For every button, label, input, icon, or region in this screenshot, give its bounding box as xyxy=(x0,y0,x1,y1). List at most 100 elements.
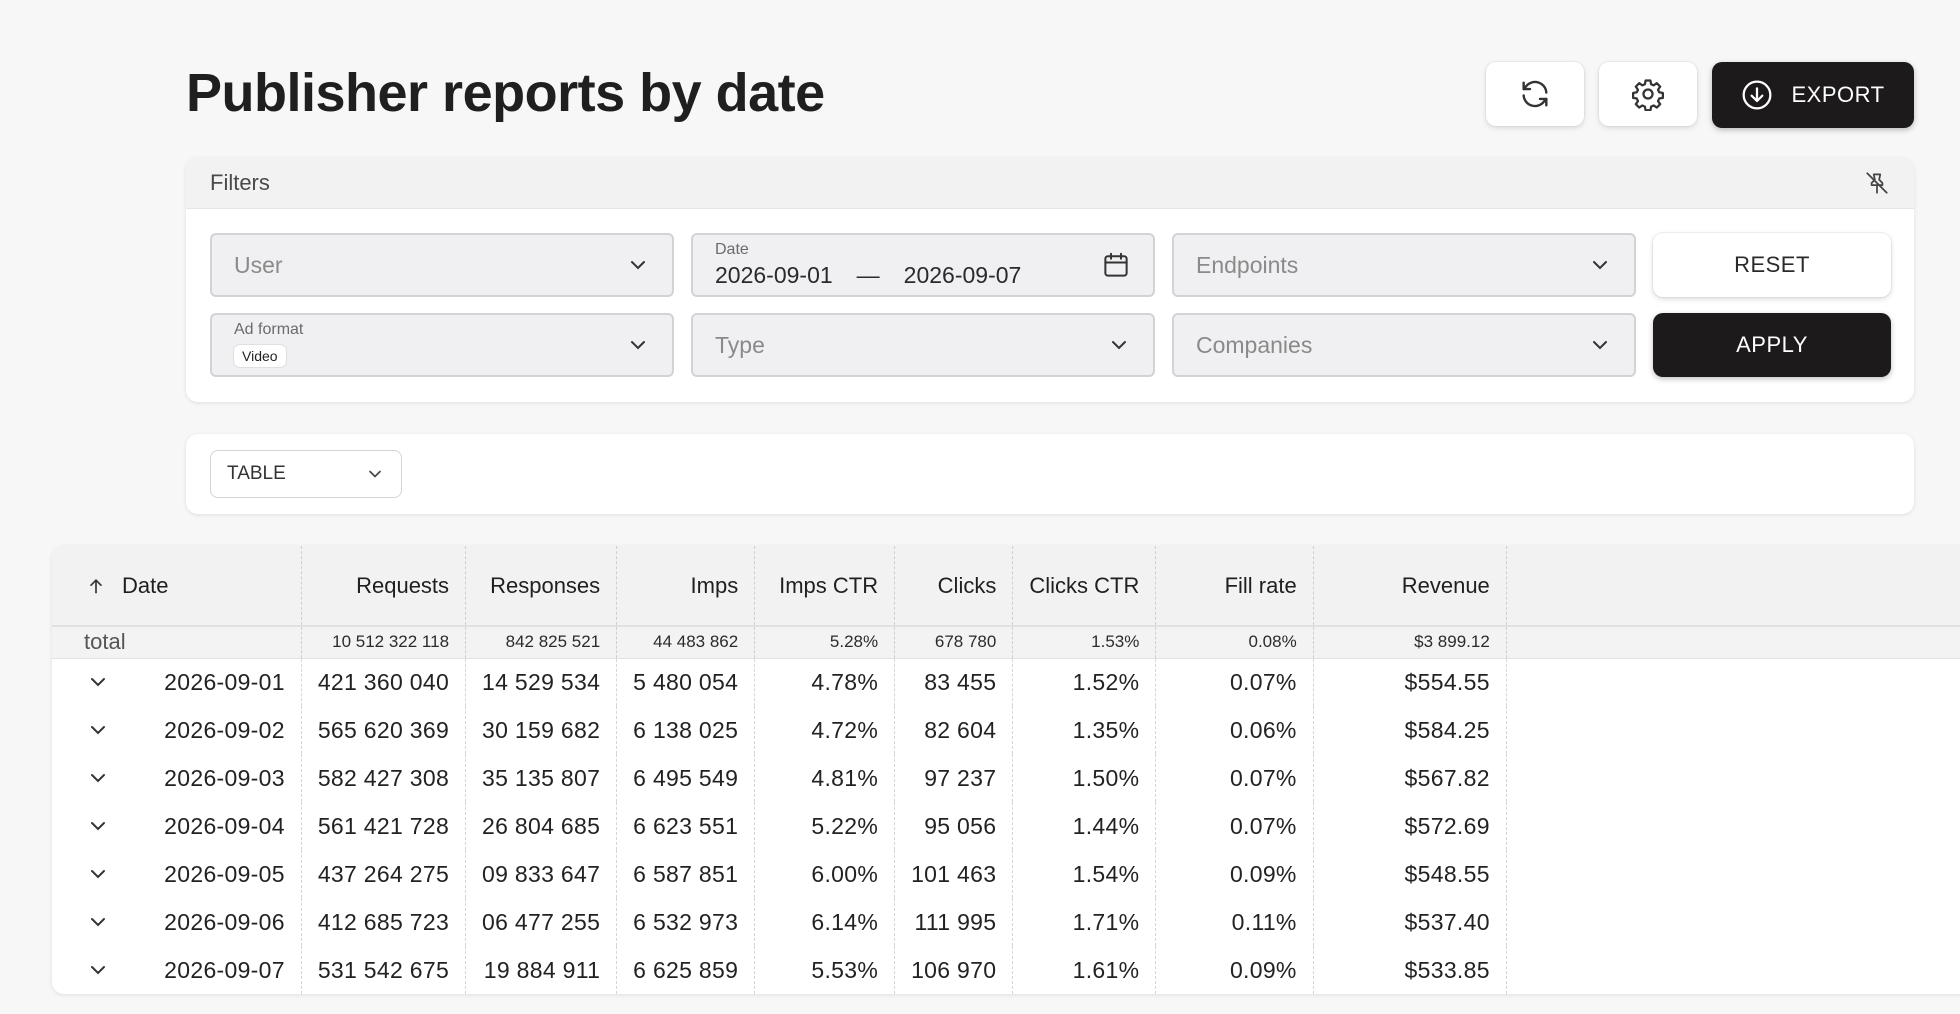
table-cell: 565 620 369 xyxy=(301,706,467,754)
row-date: 2026-09-01 xyxy=(164,668,285,695)
user-select[interactable]: User xyxy=(210,233,674,297)
table-cell: $567.82 xyxy=(1313,754,1507,802)
refresh-button[interactable] xyxy=(1486,62,1584,126)
table-row[interactable]: 2026-09-03 582 427 308 35 135 807 6 495 549… xyxy=(52,754,1960,802)
sort-asc-icon[interactable] xyxy=(86,576,106,596)
view-mode-select[interactable]: TABLE xyxy=(210,450,402,498)
table-row[interactable]: 2026-09-01 421 360 040 14 529 534 5 480 054… xyxy=(52,658,1960,706)
chevron-down-icon xyxy=(1593,261,1607,270)
date-cell: 2026-09-03 xyxy=(52,754,302,802)
table-cell: $554.55 xyxy=(1313,658,1507,706)
column-header-revenue[interactable]: Revenue xyxy=(1313,546,1507,627)
chevron-down-icon[interactable] xyxy=(86,670,110,694)
filters-grid: User Date 2026-09-01 — 2026-09-07 Endpoi… xyxy=(210,233,1891,377)
table-cell: 4.81% xyxy=(754,754,896,802)
table-cell: 95 056 xyxy=(894,802,1014,850)
table-cell: 0.07% xyxy=(1155,802,1314,850)
table-cell: 06 477 255 xyxy=(465,898,618,946)
table-cell: 106 970 xyxy=(894,946,1014,994)
column-header-imps[interactable]: Imps xyxy=(616,546,756,627)
type-placeholder: Type xyxy=(715,331,765,358)
column-header-imps-ctr[interactable]: Imps CTR xyxy=(754,546,896,627)
column-label: Date xyxy=(122,572,169,598)
date-to[interactable]: 2026-09-07 xyxy=(903,262,1022,288)
table-cell: 6.14% xyxy=(754,898,896,946)
total-cell: 10 512 322 118 xyxy=(301,626,467,659)
total-filler xyxy=(1506,626,1960,659)
date-cell: 2026-09-06 xyxy=(52,898,302,946)
table-cell: 19 884 911 xyxy=(465,946,618,994)
table-row[interactable]: 2026-09-04 561 421 728 26 804 685 6 623 551… xyxy=(52,802,1960,850)
table-cell: 0.11% xyxy=(1155,898,1314,946)
table-cell: 1.71% xyxy=(1012,898,1157,946)
table-cell: 531 542 675 xyxy=(301,946,467,994)
table-cell: 1.44% xyxy=(1012,802,1157,850)
row-filler xyxy=(1506,706,1960,754)
apply-button[interactable]: APPLY xyxy=(1653,313,1891,377)
header-filler xyxy=(1506,546,1960,627)
table-row[interactable]: 2026-09-07 531 542 675 19 884 911 6 625 859… xyxy=(52,946,1960,994)
chevron-down-icon[interactable] xyxy=(86,814,110,838)
row-date: 2026-09-06 xyxy=(164,908,285,935)
total-cell: 678 780 xyxy=(894,626,1014,659)
unpin-icon[interactable] xyxy=(1864,170,1890,196)
chevron-down-icon xyxy=(631,341,645,350)
date-cell-inner: 2026-09-07 xyxy=(86,957,285,984)
ad-format-chip[interactable]: Video xyxy=(234,345,286,367)
table-cell: 30 159 682 xyxy=(465,706,618,754)
table-cell: 6 625 859 xyxy=(616,946,756,994)
export-button[interactable]: EXPORT xyxy=(1712,62,1914,128)
table-cell: 83 455 xyxy=(894,658,1014,706)
row-filler xyxy=(1506,754,1960,802)
date-range-values: 2026-09-01 — 2026-09-07 xyxy=(715,262,1021,289)
table-cell: 6 623 551 xyxy=(616,802,756,850)
table-header-row: Date Requests Responses Imps Imps CTR Cl… xyxy=(52,546,1960,627)
total-row: total 10 512 322 118 842 825 521 44 483 … xyxy=(52,626,1960,659)
table-cell: 437 264 275 xyxy=(301,850,467,898)
view-bar: TABLE xyxy=(186,434,1914,514)
table-cell: 5.53% xyxy=(754,946,896,994)
filters-title: Filters xyxy=(210,170,270,195)
companies-select[interactable]: Companies xyxy=(1172,313,1636,377)
endpoints-select[interactable]: Endpoints xyxy=(1172,233,1636,297)
chevron-down-icon[interactable] xyxy=(86,958,110,982)
column-header-fill-rate[interactable]: Fill rate xyxy=(1155,546,1314,627)
chevron-down-icon[interactable] xyxy=(86,910,110,934)
type-select[interactable]: Type xyxy=(691,313,1155,377)
reset-button[interactable]: RESET xyxy=(1653,233,1891,297)
table-cell: 101 463 xyxy=(894,850,1014,898)
table-cell: 0.07% xyxy=(1155,754,1314,802)
table-cell: 0.07% xyxy=(1155,658,1314,706)
column-header-responses[interactable]: Responses xyxy=(465,546,618,627)
date-cell: 2026-09-07 xyxy=(52,946,302,994)
chevron-down-icon[interactable] xyxy=(86,862,110,886)
chevron-down-icon xyxy=(1593,341,1607,350)
row-date: 2026-09-05 xyxy=(164,860,285,887)
table-row[interactable]: 2026-09-02 565 620 369 30 159 682 6 138 025… xyxy=(52,706,1960,754)
page-title: Publisher reports by date xyxy=(186,63,825,123)
total-cell: 5.28% xyxy=(754,626,896,659)
table-cell: 421 360 040 xyxy=(301,658,467,706)
column-header-date[interactable]: Date xyxy=(52,546,302,627)
table-cell: 5 480 054 xyxy=(616,658,756,706)
date-cell: 2026-09-01 xyxy=(52,658,302,706)
download-circle-icon xyxy=(1743,80,1772,110)
chevron-down-icon[interactable] xyxy=(86,718,110,742)
table-row[interactable]: 2026-09-06 412 685 723 06 477 255 6 532 973… xyxy=(52,898,1960,946)
column-header-clicks-ctr[interactable]: Clicks CTR xyxy=(1012,546,1157,627)
date-cell-inner: 2026-09-04 xyxy=(86,813,285,840)
date-range-field[interactable]: Date 2026-09-01 — 2026-09-07 xyxy=(691,233,1155,297)
date-from[interactable]: 2026-09-01 xyxy=(715,262,833,288)
column-header-requests[interactable]: Requests xyxy=(301,546,467,627)
settings-button[interactable] xyxy=(1599,62,1697,126)
ad-format-select[interactable]: Ad format Video xyxy=(210,313,674,377)
chevron-down-icon[interactable] xyxy=(86,766,110,790)
endpoints-placeholder: Endpoints xyxy=(1196,251,1299,278)
table-cell: 111 995 xyxy=(894,898,1014,946)
column-header-clicks[interactable]: Clicks xyxy=(894,546,1014,627)
table-cell: 82 604 xyxy=(894,706,1014,754)
table-row[interactable]: 2026-09-05 437 264 275 09 833 647 6 587 851… xyxy=(52,850,1960,898)
calendar-icon[interactable] xyxy=(1101,250,1131,280)
table-cell: 09 833 647 xyxy=(465,850,618,898)
table-cell: 582 427 308 xyxy=(301,754,467,802)
